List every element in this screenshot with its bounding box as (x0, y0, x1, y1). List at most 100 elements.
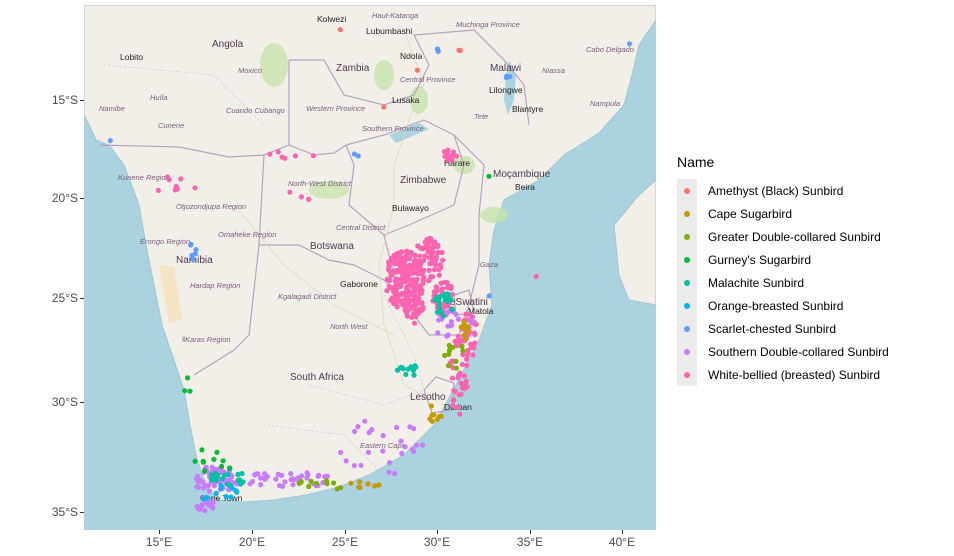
observation-point (467, 318, 473, 324)
observation-point (436, 317, 442, 323)
observation-point (380, 448, 386, 454)
observation-point (308, 478, 314, 484)
y-tick-mark (80, 402, 84, 403)
observation-point (239, 471, 245, 477)
observation-point (399, 301, 405, 307)
legend-label: Greater Double-collared Sunbird (708, 229, 881, 244)
city-label: Matola (468, 306, 494, 316)
observation-point (201, 485, 207, 491)
observation-point (411, 372, 417, 378)
region-label: Huíla (150, 93, 168, 102)
observation-point (223, 493, 229, 500)
observation-point (190, 257, 196, 263)
observation-point (401, 259, 408, 265)
observation-point (404, 251, 410, 257)
observation-point (414, 67, 420, 73)
legend-dot-icon (684, 348, 690, 355)
observation-point (107, 138, 113, 144)
legend-item: Malachite Sunbird (677, 271, 889, 294)
observation-point (200, 458, 206, 464)
observation-point (415, 310, 421, 316)
observation-point (434, 309, 440, 315)
observation-point (394, 276, 400, 282)
region-label: Central District (336, 223, 386, 232)
x-tick-label: 40°E (608, 535, 636, 549)
observation-point (188, 241, 194, 247)
city-label: Beira (515, 182, 535, 192)
city-label: Gaborone (340, 279, 378, 289)
legend-key (677, 317, 697, 340)
y-tick-mark (80, 298, 84, 299)
observation-point (455, 333, 461, 339)
observation-point (467, 312, 473, 318)
observation-point (426, 255, 433, 261)
x-tick-mark (437, 530, 438, 534)
legend-label: White-bellied (breasted) Sunbird (708, 367, 881, 382)
observation-point (461, 319, 467, 325)
legend-key (677, 271, 697, 294)
observation-point (445, 147, 451, 153)
observation-point (211, 456, 217, 462)
region-label: Hardap Region (190, 281, 240, 290)
observation-point (462, 381, 468, 387)
observation-point (394, 250, 400, 256)
observation-point (388, 272, 394, 279)
observation-point (455, 404, 461, 411)
observation-point (287, 189, 293, 195)
observation-point (446, 342, 452, 349)
observation-point (434, 244, 441, 250)
observation-point (438, 309, 444, 315)
observation-point (398, 291, 405, 297)
observation-point (324, 473, 330, 479)
observation-point (408, 249, 414, 255)
observation-point (388, 297, 394, 303)
region-label: Cuando Cubango (226, 106, 285, 115)
legend: Name Amethyst (Black) Sunbird Cape Sugarb… (677, 154, 889, 386)
y-tick-label: 20°S (51, 191, 78, 205)
legend-dot-icon (684, 210, 690, 217)
x-tick-mark (159, 530, 160, 534)
observation-point (396, 259, 402, 265)
observation-point (420, 304, 426, 310)
observation-point (178, 176, 184, 182)
observation-point (273, 476, 279, 482)
observation-point (252, 472, 258, 478)
observation-point (398, 364, 404, 370)
observation-point (388, 285, 394, 291)
city-label: Cape Town (200, 493, 243, 503)
region-labels: Haut-Katanga Muchinga Province Cabo Delg… (99, 11, 634, 450)
observation-point (338, 449, 344, 456)
observation-point (419, 442, 426, 448)
country-borders (98, 29, 530, 414)
region-label: Kunene Region (118, 173, 170, 182)
observation-point (470, 344, 476, 351)
observation-point (404, 313, 411, 319)
observation-point (298, 194, 304, 200)
observation-point (429, 246, 435, 252)
observation-point (431, 412, 437, 418)
observation-point (213, 490, 219, 496)
observation-point (155, 187, 161, 193)
x-tick-mark (252, 530, 253, 534)
observation-point (187, 388, 193, 394)
observation-point (365, 449, 371, 455)
map-panel[interactable]: Angola Zambia Malawi Namibia Botswana Zi… (84, 5, 656, 530)
y-tick-label: 15°S (51, 93, 78, 107)
observation-point (182, 388, 188, 394)
observation-point (376, 482, 382, 488)
observation-point (430, 274, 436, 280)
observation-point (381, 104, 387, 110)
observation-point (197, 506, 203, 512)
observation-point (199, 447, 205, 453)
map-basemap: Angola Zambia Malawi Namibia Botswana Zi… (84, 5, 656, 530)
observation-point (421, 267, 427, 273)
observation-point (392, 470, 398, 477)
madagascar (613, 179, 656, 306)
region-label: Namibe (99, 104, 125, 113)
legend-label: Amethyst (Black) Sunbird (708, 183, 844, 198)
x-tick-mark (345, 530, 346, 534)
observation-point (445, 332, 451, 338)
region-label: Western Province (306, 104, 365, 113)
observation-point (412, 306, 418, 313)
observation-point (386, 469, 392, 475)
